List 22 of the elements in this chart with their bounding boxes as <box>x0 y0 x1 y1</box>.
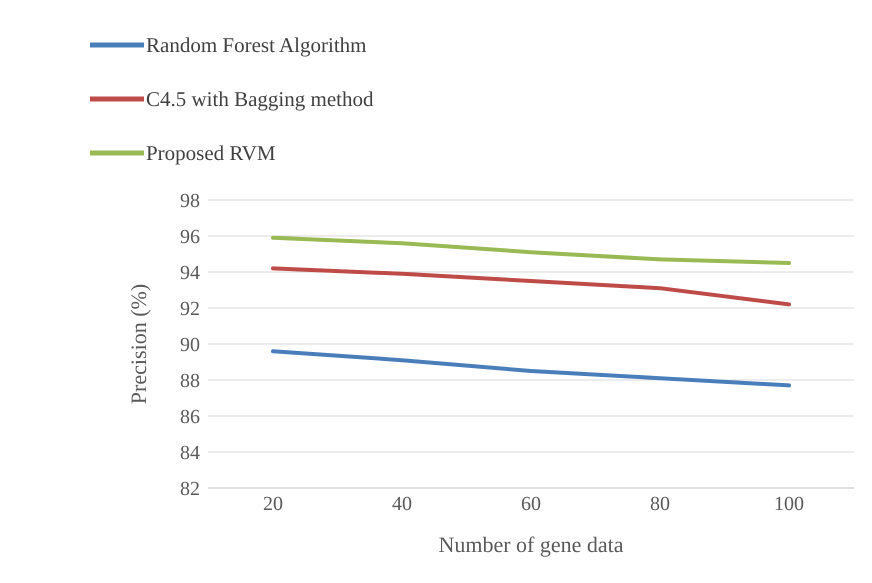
legend-label: Random Forest Algorithm <box>146 32 366 58</box>
line-series <box>271 236 791 265</box>
line-series <box>271 349 791 388</box>
legend-label: Proposed RVM <box>146 140 276 166</box>
x-tick-label: 40 <box>392 493 412 516</box>
y-tick-label: 90 <box>180 334 200 356</box>
y-tick-label: 94 <box>180 262 200 284</box>
y-tick-label: 86 <box>180 406 200 428</box>
line-series <box>271 266 791 306</box>
y-tick-label: 84 <box>180 442 200 464</box>
x-tick-label: 60 <box>521 493 541 516</box>
x-axis-title: Number of gene data <box>438 532 624 557</box>
y-axis-title: Precision (%) <box>126 284 151 404</box>
y-tick-label: 82 <box>180 478 200 500</box>
y-tick-label: 92 <box>180 298 200 320</box>
x-tick-label: 20 <box>263 493 283 516</box>
legend-label: C4.5 with Bagging method <box>146 86 374 112</box>
y-tick-label: 88 <box>180 370 200 392</box>
y-tick-label: 98 <box>180 190 200 212</box>
x-tick-label: 100 <box>774 493 804 516</box>
x-tick-label: 80 <box>650 493 670 516</box>
y-tick-label: 96 <box>180 226 200 248</box>
